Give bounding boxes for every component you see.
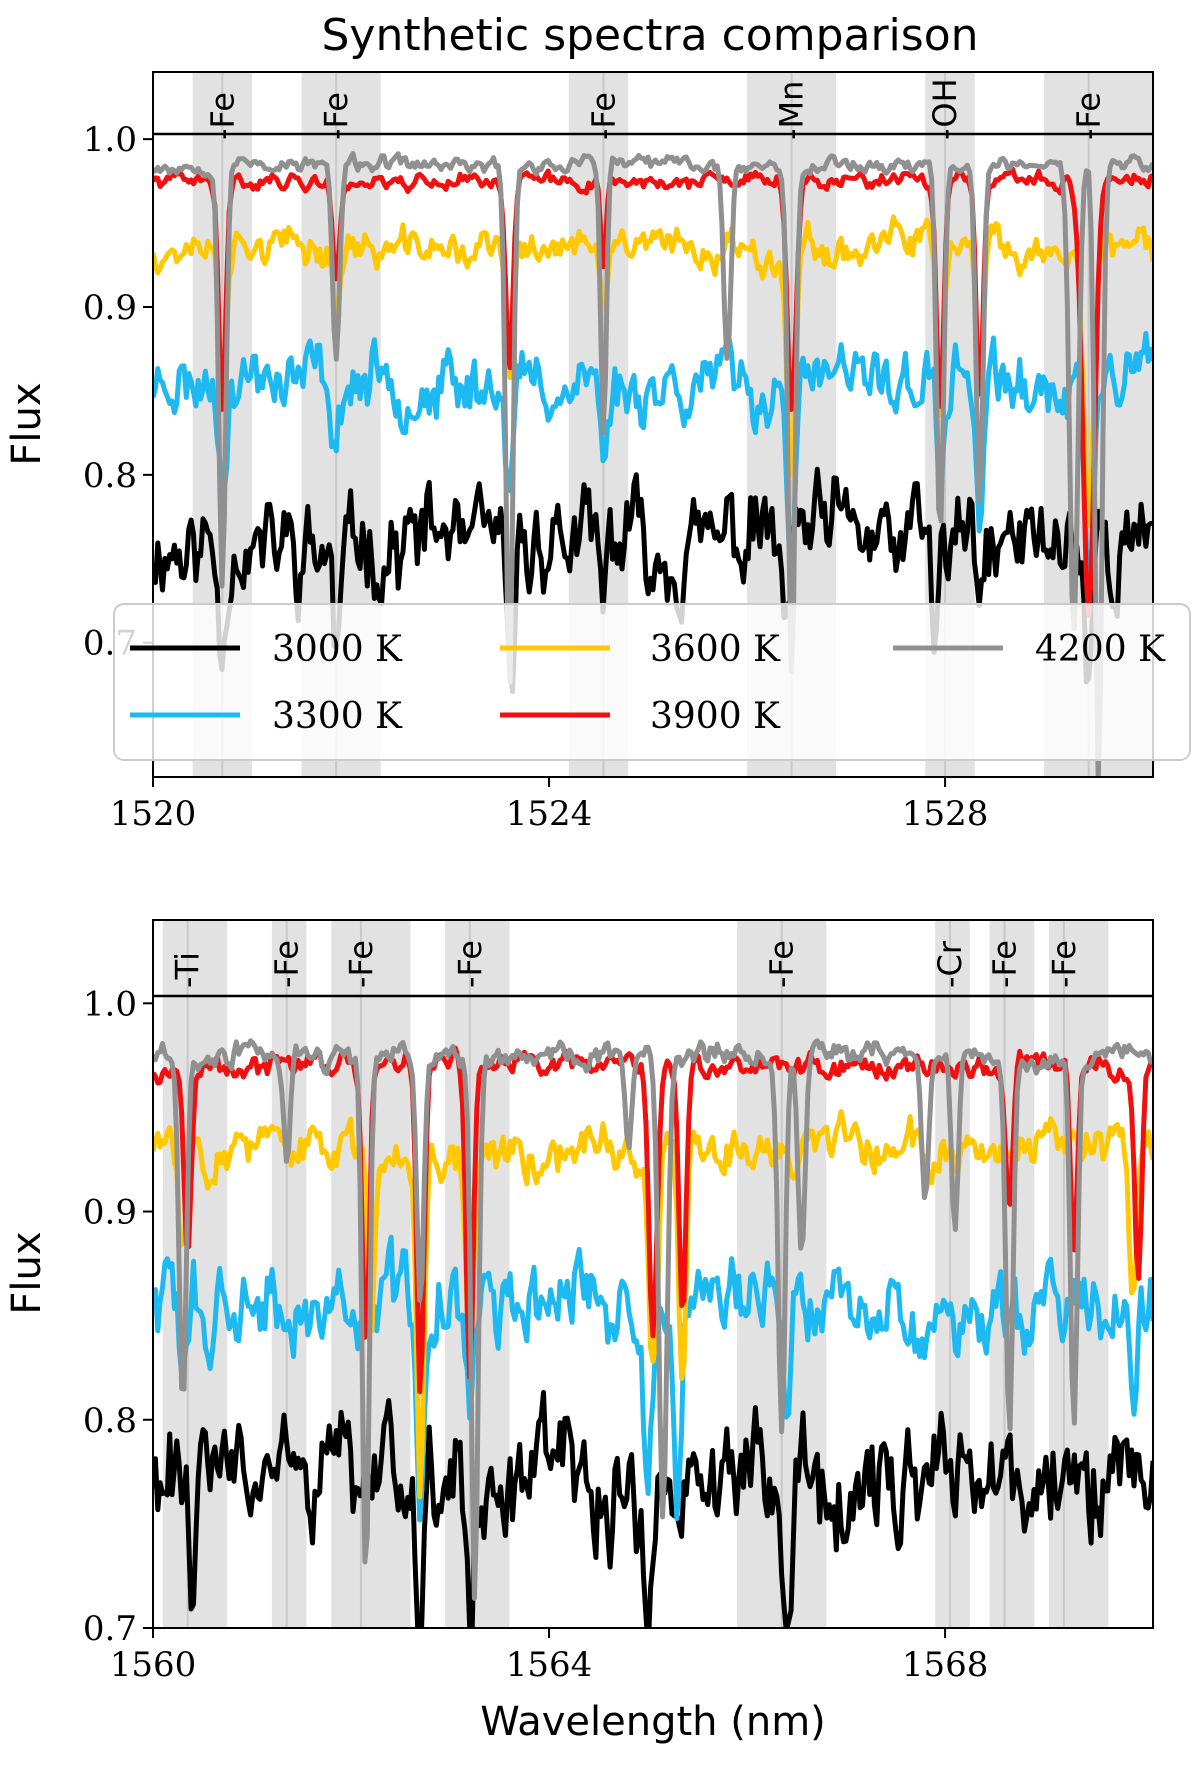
series-3000k [153,466,1153,694]
x-tick-label: 1528 [902,794,989,834]
chart-title: Synthetic spectra comparison [321,10,978,61]
element-label-fe: -Fe [763,940,801,988]
y-tick-label: 0.8 [83,456,137,496]
band-fe [271,920,307,1628]
legend-label: 3600 K [650,629,781,670]
y-tick-label: 0.9 [83,288,137,328]
plot-frame [152,71,1154,778]
legend-item-3300k: 3300 K [130,696,403,737]
series-4200k [153,1038,1153,1601]
element-label-fe: -Fe [342,940,380,988]
element-labels: -Fe -Fe -Fe -Mn -OH -Fe [203,78,1107,140]
element-label-oh: -OH [926,78,964,140]
series-4200k [153,151,1153,777]
element-labels: -Ti -Fe -Fe -Fe -Fe -Cr -Fe -Fe [169,940,1083,988]
plot-frame [152,919,1154,1629]
x-tick-label: 1520 [110,794,197,834]
legend-item-4200k: 4200 K [893,629,1166,670]
top-panel: -Fe -Fe -Fe -Mn -OH -Fe 0.70.80.91.0 1520 1524… [4,71,1191,834]
element-label-fe: -Fe [451,940,489,988]
y-axis-label: Flux [4,1231,50,1314]
y-tick-label: 0.7 [83,1609,137,1649]
y-tick-label: 0.9 [83,1193,137,1233]
y-tick-label: 0.8 [83,1401,137,1441]
legend-label: 4200 K [1035,629,1166,670]
x-axis-label: Wavelength (nm) [480,1699,826,1745]
element-label-fe: -Fe [317,92,355,140]
y-ticks: 0.7 0.8 0.9 1.0 [83,984,153,1649]
element-label-fe: -Fe [1070,92,1108,140]
x-tick-label: 1524 [506,794,593,834]
element-label-fe: -Fe [203,92,241,140]
series-3300k [153,1234,1153,1523]
element-label-ti: -Ti [169,952,207,988]
legend-label: 3000 K [272,629,403,670]
legend-box [113,603,1191,761]
element-label-mn: -Mn [773,81,811,140]
legend-item-3900k: 3900 K [500,696,781,737]
y-axis-label: Flux [4,382,50,465]
series-3600k [153,1109,1153,1500]
x-ticks: 1560 1564 1568 [110,1628,989,1685]
series-3300k [153,330,1153,577]
legend-label: 3300 K [272,696,403,737]
x-tick-label: 1568 [902,1645,989,1685]
element-label-fe: -Fe [584,92,622,140]
legend-label: 3900 K [650,696,781,737]
y-tick-label: 1.0 [83,120,137,160]
element-label-cr: -Cr [931,940,969,988]
element-label-fe: -Fe [268,940,306,988]
band-cr [935,920,970,1628]
element-label-fe: -Fe [985,940,1023,988]
x-tick-label: 1564 [506,1645,593,1685]
x-ticks: 1520 1524 1528 [110,777,989,834]
y-ticks: 0.70.80.91.0 [83,120,153,664]
series-3000k [153,1390,1153,1628]
x-tick-label: 1560 [110,1645,197,1685]
legend-item-3000k: 3000 K [130,629,403,670]
element-label-fe: -Fe [1045,940,1083,988]
y-tick-label: 1.0 [83,984,137,1024]
legend: 3000 K 3300 K 3600 K 3900 K 4200 K [113,603,1191,761]
spectra-lines [153,1038,1153,1628]
legend-item-3600k: 3600 K [500,629,781,670]
bottom-panel: -Ti -Fe -Fe -Fe -Fe -Cr -Fe -Fe 0.7 0.8 0.9 1.0 15… [4,919,1154,1745]
spectra-lines [153,151,1153,777]
